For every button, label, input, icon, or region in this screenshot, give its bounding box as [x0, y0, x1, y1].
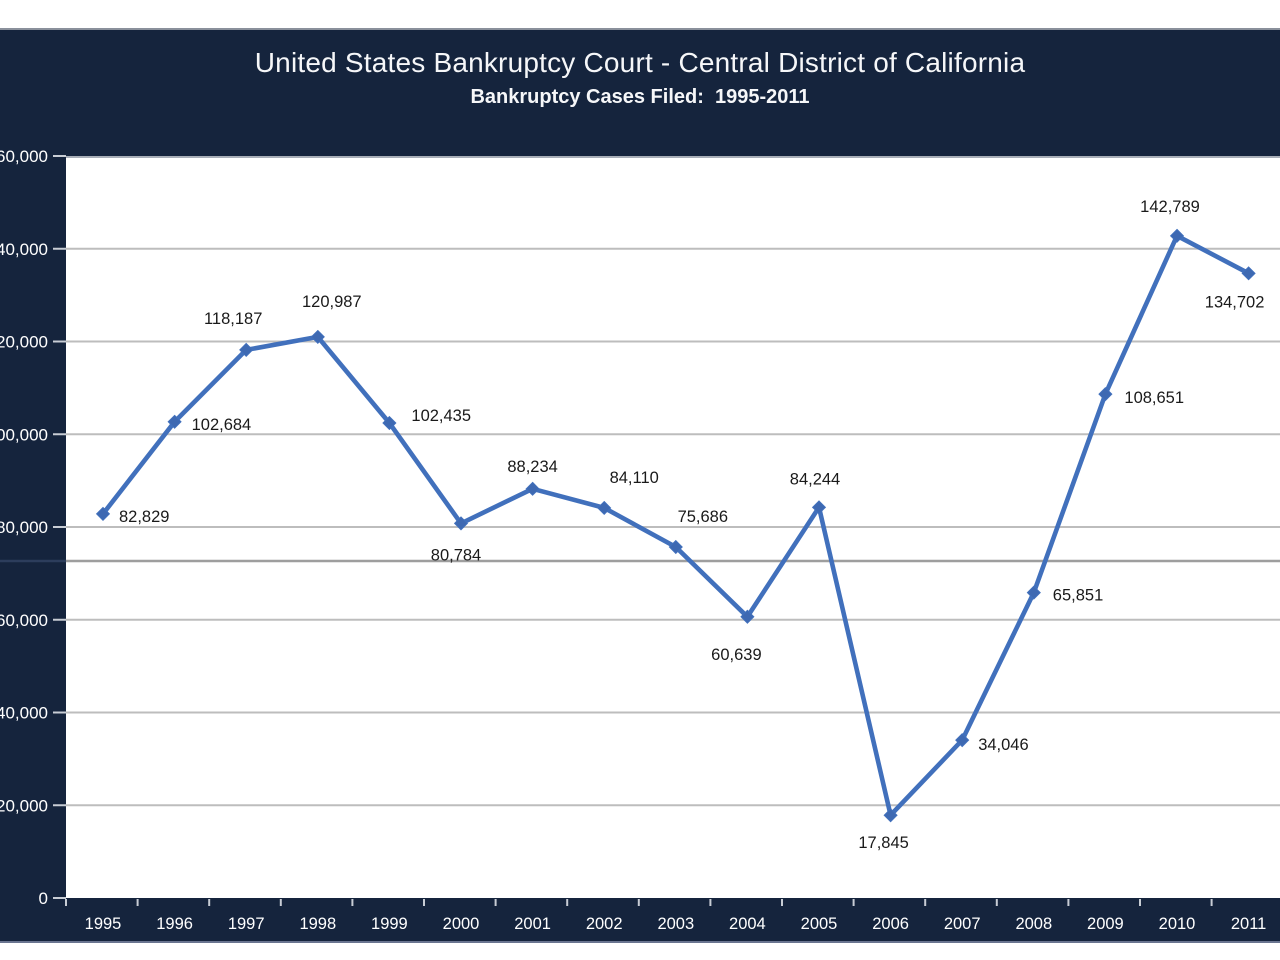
data-label: 80,784 — [431, 546, 481, 564]
data-point-marker — [883, 808, 898, 823]
x-axis-year-label: 1999 — [371, 915, 408, 933]
data-label: 134,702 — [1205, 293, 1265, 311]
data-point-marker — [1169, 228, 1185, 243]
x-axis-year-label: 2006 — [872, 915, 909, 933]
x-axis-band — [0, 898, 1280, 943]
y-axis-tick-label: 80,000 — [0, 518, 48, 537]
data-point-marker — [167, 414, 182, 429]
top-white-strip — [0, 0, 1280, 28]
y-axis-tick-label: 140,000 — [0, 240, 48, 259]
data-point-marker — [382, 415, 397, 431]
x-axis-year-label: 1997 — [228, 915, 265, 933]
x-axis-year-label: 2003 — [657, 915, 694, 933]
x-axis-year-label: 2004 — [729, 915, 766, 933]
data-point-marker — [597, 500, 612, 516]
data-label: 88,234 — [507, 458, 557, 476]
data-point-marker — [239, 342, 254, 358]
data-label: 60,639 — [711, 646, 761, 664]
y-axis-tick-label: 40,000 — [0, 704, 48, 723]
data-label: 142,789 — [1140, 198, 1200, 216]
data-label: 82,829 — [119, 508, 169, 526]
chart-header: United States Bankruptcy Court - Central… — [0, 28, 1280, 156]
series-line — [100, 233, 1251, 818]
data-labels: 82,829 102,684 118,187 120,987 102,435 80,784… — [119, 198, 1264, 852]
y-axis-tick-label: 0 — [39, 889, 48, 908]
data-label: 120,987 — [302, 293, 362, 311]
x-axis-year-label: 2008 — [1015, 915, 1052, 933]
data-point-marker — [955, 733, 970, 748]
y-axis-tick-label: 160,000 — [0, 147, 48, 166]
data-label: 17,845 — [858, 834, 908, 852]
x-axis-year-label: 1996 — [156, 915, 193, 933]
axis-tick-marks — [53, 155, 1213, 906]
x-axis-year-label: 1998 — [299, 915, 336, 933]
data-point-marker — [811, 500, 827, 515]
data-label: 118,187 — [204, 310, 262, 328]
data-point-marker — [1098, 387, 1113, 402]
x-axis-year-label: 1995 — [85, 915, 122, 933]
y-axis-tick-label: 100,000 — [0, 425, 48, 444]
x-axis-year-label: 2002 — [586, 915, 623, 933]
x-axis-year-label: 2007 — [944, 915, 981, 933]
x-axis-year-label: 2000 — [443, 915, 480, 933]
data-label: 34,046 — [978, 736, 1028, 754]
data-point-marker — [668, 539, 683, 555]
x-axis-year-label: 2009 — [1087, 915, 1124, 933]
y-axis-tick-label: 120,000 — [0, 333, 48, 352]
x-axis-year-label: 2011 — [1231, 915, 1266, 933]
y-axis-tick-label: 20,000 — [0, 796, 48, 815]
y-axis-labels: 160,000 140,000 120,000 100,000 80,000 60,000… — [0, 147, 48, 908]
data-label: 65,851 — [1053, 587, 1103, 605]
data-label: 75,686 — [678, 508, 728, 526]
data-point-marker — [1241, 266, 1256, 281]
data-point-marker — [95, 506, 111, 521]
x-axis-year-label: 2010 — [1159, 915, 1196, 933]
data-label: 84,244 — [790, 470, 840, 488]
gridlines — [66, 156, 1280, 807]
x-axis-labels: 1995 1996 1997 1998 1999 2000 2001 2002 2003 2004… — [85, 915, 1267, 933]
data-point-marker — [1026, 585, 1041, 600]
data-label: 102,435 — [411, 407, 471, 425]
data-label: 108,651 — [1124, 389, 1184, 407]
x-axis-year-label: 2001 — [514, 915, 551, 933]
data-point-marker — [453, 516, 469, 531]
chart-subtitle: Bankruptcy Cases Filed: 1995-2011 — [470, 86, 810, 108]
data-point-marker — [310, 329, 325, 345]
x-axis-year-label: 2005 — [801, 915, 838, 933]
chart-title: United States Bankruptcy Court - Central… — [254, 47, 1026, 78]
data-label: 102,684 — [192, 416, 252, 434]
data-point-marker — [740, 609, 755, 624]
y-axis-tick-label: 60,000 — [0, 611, 48, 630]
data-point-marker — [525, 481, 540, 496]
data-label: 84,110 — [610, 469, 659, 487]
data-point-markers — [95, 228, 1256, 823]
